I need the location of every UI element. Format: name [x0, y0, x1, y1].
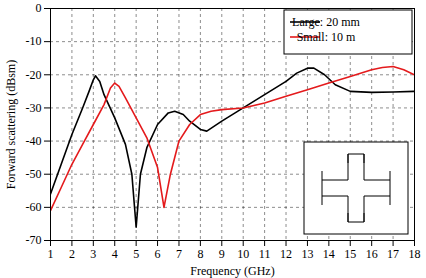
svg-text:-30: -30 [26, 101, 42, 115]
svg-text:2: 2 [69, 247, 75, 261]
svg-text:11: 11 [259, 247, 271, 261]
svg-text:1: 1 [48, 247, 54, 261]
svg-text:4: 4 [112, 247, 118, 261]
svg-text:-70: -70 [26, 233, 42, 247]
svg-text:9: 9 [219, 247, 225, 261]
svg-text:10: 10 [237, 247, 249, 261]
svg-text:14: 14 [323, 247, 335, 261]
svg-text:13: 13 [301, 247, 313, 261]
svg-text:-40: -40 [26, 134, 42, 148]
svg-text:6: 6 [155, 247, 161, 261]
svg-text:0: 0 [36, 1, 42, 15]
svg-text:Frequency (GHz): Frequency (GHz) [190, 264, 274, 278]
svg-text:-10: -10 [26, 34, 42, 48]
svg-text:Forward scattering (dBsm): Forward scattering (dBsm) [4, 60, 18, 189]
svg-text:3: 3 [90, 247, 96, 261]
svg-text:8: 8 [197, 247, 203, 261]
svg-text:-20: -20 [26, 68, 42, 82]
svg-text:18: 18 [409, 247, 421, 261]
svg-text:16: 16 [366, 247, 378, 261]
svg-text:17: 17 [387, 247, 399, 261]
svg-text:12: 12 [280, 247, 292, 261]
svg-text:Large: 20 mm: Large: 20 mm [292, 15, 360, 29]
svg-text:Small: 10 m: Small: 10 m [297, 30, 356, 44]
svg-text:5: 5 [133, 247, 139, 261]
svg-text:7: 7 [176, 247, 182, 261]
svg-text:-60: -60 [26, 200, 42, 214]
svg-text:15: 15 [344, 247, 356, 261]
svg-text:-50: -50 [26, 167, 42, 181]
